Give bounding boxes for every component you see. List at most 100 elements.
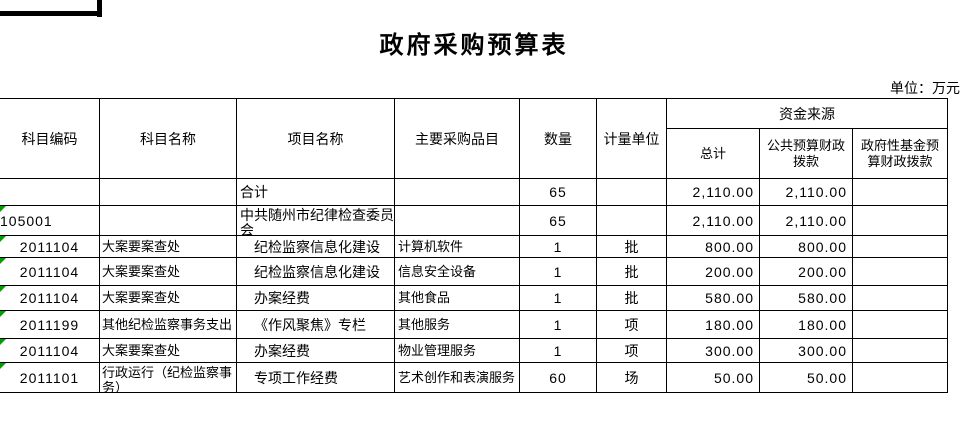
cell-total[interactable]: 580.00 [667,286,760,311]
error-triangle-icon [0,258,6,264]
cell-unit[interactable] [597,206,667,236]
cell-item[interactable] [395,179,520,206]
cell-name[interactable]: 大案要案查处 [100,286,237,311]
cell-code[interactable]: 2011104 [0,339,100,363]
cell-qty[interactable]: 1 [520,286,597,311]
cell-name[interactable]: 行政运行（纪检监察事务） [100,363,237,393]
cell-name[interactable] [100,206,237,236]
funding-source-header-group: 资金来源 总计 公共预算财政拨款 政府性基金预算财政拨款 [667,99,948,179]
cell-project[interactable]: 专项工作经费 [237,363,395,393]
header-quantity[interactable]: 数量 [520,99,597,179]
table-row: 105001 中共随州市纪律检查委员会 65 2,110.00 2,110.00 [0,206,948,236]
header-measure-unit[interactable]: 计量单位 [597,99,667,179]
cell-item[interactable] [395,206,520,236]
cell-code[interactable] [0,179,100,206]
cell-code[interactable]: 2011104 [0,286,100,311]
table-row: 2011104 大案要案查处 办案经费 其他食品 1 批 580.00 580.00 [0,286,948,311]
cell-project[interactable]: 《作风聚焦》专栏 [237,311,395,339]
cell-fund[interactable] [853,311,948,339]
cell-item[interactable]: 其他食品 [395,286,520,311]
cell-project[interactable]: 纪检监察信息化建设 [237,236,395,258]
cell-fund[interactable] [853,236,948,258]
header-gov-fund-budget[interactable]: 政府性基金预算财政拨款 [853,129,948,179]
cell-fund[interactable] [853,258,948,286]
header-total[interactable]: 总计 [667,129,760,179]
cell-public[interactable]: 200.00 [760,258,853,286]
cell-code[interactable]: 2011199 [0,311,100,339]
cell-total[interactable]: 2,110.00 [667,206,760,236]
cell-unit[interactable]: 项 [597,311,667,339]
budget-table: 科目编码 科目名称 项目名称 主要采购品目 数量 计量单位 资金来源 总计 公共… [0,98,948,393]
table-row: 2011101 行政运行（纪检监察事务） 专项工作经费 艺术创作和表演服务 60 场 50.… [0,363,948,393]
cell-public[interactable]: 50.00 [760,363,853,393]
cell-unit[interactable]: 批 [597,286,667,311]
cell-code[interactable]: 2011104 [0,258,100,286]
cell-qty[interactable]: 1 [520,339,597,363]
cell-qty[interactable]: 1 [520,236,597,258]
cell-unit[interactable]: 场 [597,363,667,393]
selection-border-fragment-horizontal [0,11,98,16]
cell-public[interactable]: 180.00 [760,311,853,339]
cell-qty[interactable]: 1 [520,258,597,286]
cell-total[interactable]: 50.00 [667,363,760,393]
cell-name[interactable]: 大案要案查处 [100,339,237,363]
cell-item[interactable]: 信息安全设备 [395,258,520,286]
cell-total[interactable]: 180.00 [667,311,760,339]
cell-project[interactable]: 办案经费 [237,286,395,311]
header-subject-name[interactable]: 科目名称 [100,99,237,179]
cell-unit[interactable] [597,179,667,206]
table-row: 2011199 其他纪检监察事务支出 《作风聚焦》专栏 其他服务 1 项 180.00 180… [0,311,948,339]
cell-unit[interactable]: 项 [597,339,667,363]
error-triangle-icon [0,206,6,212]
cell-item[interactable]: 计算机软件 [395,236,520,258]
cell-qty[interactable]: 65 [520,179,597,206]
table-row: 合计 65 2,110.00 2,110.00 [0,179,948,206]
header-subject-code[interactable]: 科目编码 [0,99,100,179]
cell-public[interactable]: 800.00 [760,236,853,258]
cell-fund[interactable] [853,179,948,206]
error-triangle-icon [0,286,6,292]
cell-project[interactable]: 办案经费 [237,339,395,363]
cell-code[interactable]: 2011101 [0,363,100,393]
cell-qty[interactable]: 65 [520,206,597,236]
cell-item[interactable]: 艺术创作和表演服务 [395,363,520,393]
header-procurement-items[interactable]: 主要采购品目 [395,99,520,179]
header-public-budget[interactable]: 公共预算财政拨款 [760,129,853,179]
cell-name[interactable]: 大案要案查处 [100,258,237,286]
cell-qty[interactable]: 60 [520,363,597,393]
cell-name[interactable]: 其他纪检监察事务支出 [100,311,237,339]
cell-total[interactable]: 2,110.00 [667,179,760,206]
cell-item[interactable]: 其他服务 [395,311,520,339]
cell-public[interactable]: 2,110.00 [760,179,853,206]
cell-qty[interactable]: 1 [520,311,597,339]
cell-total[interactable]: 800.00 [667,236,760,258]
cell-code[interactable]: 105001 [0,206,100,236]
header-funding-source[interactable]: 资金来源 [667,99,948,129]
cell-public[interactable]: 300.00 [760,339,853,363]
cell-project[interactable]: 纪检监察信息化建设 [237,258,395,286]
cell-fund[interactable] [853,286,948,311]
cell-total[interactable]: 300.00 [667,339,760,363]
cell-fund[interactable] [853,206,948,236]
cell-fund[interactable] [853,339,948,363]
cell-item[interactable]: 物业管理服务 [395,339,520,363]
cell-unit[interactable]: 批 [597,236,667,258]
cell-project[interactable]: 中共随州市纪律检查委员会 [237,206,395,236]
cell-total[interactable]: 200.00 [667,258,760,286]
cell-fund[interactable] [853,363,948,393]
cell-name[interactable] [100,179,237,206]
cell-unit[interactable]: 批 [597,258,667,286]
cell-project[interactable]: 合计 [237,179,395,206]
table-row: 2011104 大案要案查处 办案经费 物业管理服务 1 项 300.00 300.00 [0,339,948,363]
cell-name[interactable]: 大案要案查处 [100,236,237,258]
cell-public[interactable]: 2,110.00 [760,206,853,236]
error-triangle-icon [0,339,6,345]
header-project-name[interactable]: 项目名称 [237,99,395,179]
page-title: 政府采购预算表 [379,33,569,59]
cell-code[interactable]: 2011104 [0,236,100,258]
table-row: 2011104 大案要案查处 纪检监察信息化建设 信息安全设备 1 批 200.00 200.… [0,258,948,286]
cell-public[interactable]: 580.00 [760,286,853,311]
error-triangle-icon [0,311,6,317]
table-body: 合计 65 2,110.00 2,110.00 105001 中共随州市纪律检查委员会 65… [0,179,948,393]
